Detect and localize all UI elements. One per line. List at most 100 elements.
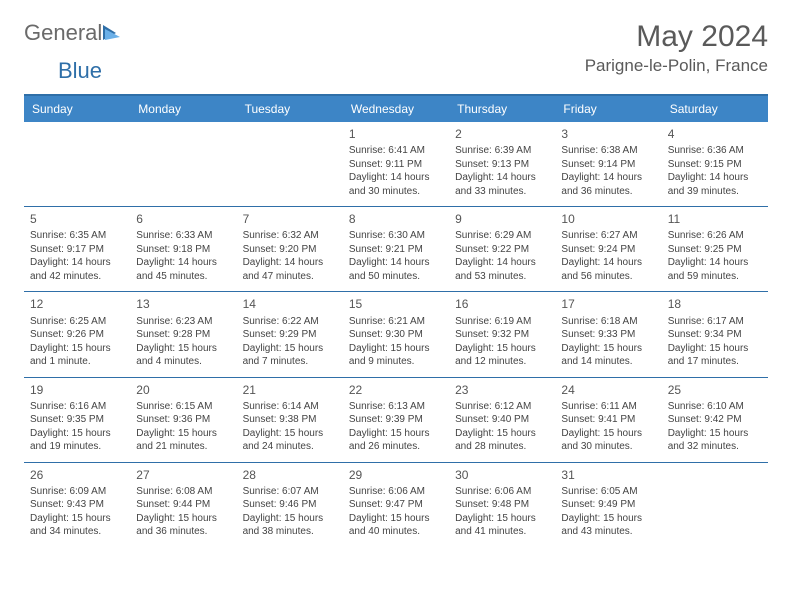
daylight-text: Daylight: 15 hours and 7 minutes. [243, 342, 337, 369]
day-number: 25 [668, 382, 762, 398]
calendar-cell: 30Sunrise: 6:06 AMSunset: 9:48 PMDayligh… [449, 462, 555, 547]
day-number: 8 [349, 211, 443, 227]
daylight-text: Daylight: 15 hours and 9 minutes. [349, 342, 443, 369]
calendar-cell: 10Sunrise: 6:27 AMSunset: 9:24 PMDayligh… [555, 207, 661, 292]
day-number: 24 [561, 382, 655, 398]
daylight-text: Daylight: 14 hours and 56 minutes. [561, 256, 655, 283]
sunset-text: Sunset: 9:38 PM [243, 413, 337, 427]
calendar-cell: 23 Sunrise: 6:12 AMSunset: 9:40 PMDayligh… [449, 377, 555, 462]
sunset-text: Sunset: 9:34 PM [668, 328, 762, 342]
calendar-week-row: 26Sunrise: 6:09 AMSunset: 9:43 PMDayligh… [24, 462, 768, 547]
day-number: 17 [561, 296, 655, 312]
calendar-cell: 15Sunrise: 6:21 AMSunset: 9:30 PMDayligh… [343, 292, 449, 377]
daylight-text: Daylight: 15 hours and 32 minutes. [668, 427, 762, 454]
sunrise-text: Sunrise: 6:27 AM [561, 229, 655, 243]
calendar-cell: 12Sunrise: 6:25 AMSunset: 9:26 PMDayligh… [24, 292, 130, 377]
calendar-cell: 26Sunrise: 6:09 AMSunset: 9:43 PMDayligh… [24, 462, 130, 547]
calendar-cell [130, 122, 236, 207]
sunrise-text: Sunrise: 6:17 AM [668, 315, 762, 329]
daylight-text: Daylight: 15 hours and 30 minutes. [561, 427, 655, 454]
sunrise-text: Sunrise: 6:14 AM [243, 400, 337, 414]
daylight-text: Daylight: 14 hours and 53 minutes. [455, 256, 549, 283]
weekday-header: Saturday [662, 95, 768, 122]
title-block: May 2024 Parigne-le-Polin, France [585, 20, 768, 76]
daylight-text: Daylight: 14 hours and 47 minutes. [243, 256, 337, 283]
daylight-text: Daylight: 14 hours and 42 minutes. [30, 256, 124, 283]
sunset-text: Sunset: 9:43 PM [30, 498, 124, 512]
sunrise-text: Sunrise: 6:05 AM [561, 485, 655, 499]
weekday-header-row: SundayMondayTuesdayWednesdayThursdayFrid… [24, 95, 768, 122]
sunrise-text: Sunrise: 6:16 AM [30, 400, 124, 414]
day-number: 26 [30, 467, 124, 483]
day-number: 23 [455, 382, 549, 398]
day-number: 12 [30, 296, 124, 312]
daylight-text: Daylight: 15 hours and 38 minutes. [243, 512, 337, 539]
sunrise-text: Sunrise: 6:26 AM [668, 229, 762, 243]
calendar-cell: 6Sunrise: 6:33 AMSunset: 9:18 PMDaylight… [130, 207, 236, 292]
sunrise-text: Sunrise: 6:07 AM [243, 485, 337, 499]
sunrise-text: Sunrise: 6:21 AM [349, 315, 443, 329]
day-number: 30 [455, 467, 549, 483]
sunset-text: Sunset: 9:24 PM [561, 243, 655, 257]
calendar-table: SundayMondayTuesdayWednesdayThursdayFrid… [24, 94, 768, 547]
sunrise-text: Sunrise: 6:23 AM [136, 315, 230, 329]
sunrise-text: Sunrise: 6:13 AM [349, 400, 443, 414]
calendar-cell: 4Sunrise: 6:36 AMSunset: 9:15 PMDaylight… [662, 122, 768, 207]
sunrise-text: Sunrise: 6:12 AM [455, 400, 549, 414]
day-number: 16 [455, 296, 549, 312]
calendar-cell: 9Sunrise: 6:29 AMSunset: 9:22 PMDaylight… [449, 207, 555, 292]
day-number: 18 [668, 296, 762, 312]
weekday-header: Thursday [449, 95, 555, 122]
calendar-cell: 1Sunrise: 6:41 AMSunset: 9:11 PMDaylight… [343, 122, 449, 207]
sunrise-text: Sunrise: 6:06 AM [455, 485, 549, 499]
calendar-cell: 29Sunrise: 6:06 AMSunset: 9:47 PMDayligh… [343, 462, 449, 547]
daylight-text: Daylight: 15 hours and 26 minutes. [349, 427, 443, 454]
sunset-text: Sunset: 9:20 PM [243, 243, 337, 257]
calendar-cell: 21Sunrise: 6:14 AMSunset: 9:38 PMDayligh… [237, 377, 343, 462]
sunrise-text: Sunrise: 6:39 AM [455, 144, 549, 158]
calendar-cell: 19Sunrise: 6:16 AMSunset: 9:35 PMDayligh… [24, 377, 130, 462]
sunrise-text: Sunrise: 6:38 AM [561, 144, 655, 158]
flag-icon [102, 23, 124, 43]
daylight-text: Daylight: 14 hours and 36 minutes. [561, 171, 655, 198]
sunrise-text: Sunrise: 6:06 AM [349, 485, 443, 499]
daylight-text: Daylight: 15 hours and 41 minutes. [455, 512, 549, 539]
daylight-text: Daylight: 15 hours and 21 minutes. [136, 427, 230, 454]
sunset-text: Sunset: 9:36 PM [136, 413, 230, 427]
calendar-cell: 25Sunrise: 6:10 AMSunset: 9:42 PMDayligh… [662, 377, 768, 462]
calendar-cell: 2 Sunrise: 6:39 AMSunset: 9:13 PMDaylight… [449, 122, 555, 207]
daylight-text: Daylight: 15 hours and 28 minutes. [455, 427, 549, 454]
calendar-cell: 16Sunrise: 6:19 AMSunset: 9:32 PMDayligh… [449, 292, 555, 377]
sunset-text: Sunset: 9:39 PM [349, 413, 443, 427]
sunrise-text: Sunrise: 6:22 AM [243, 315, 337, 329]
day-number: 2 [455, 126, 549, 142]
sunset-text: Sunset: 9:25 PM [668, 243, 762, 257]
day-number: 29 [349, 467, 443, 483]
calendar-cell: 14Sunrise: 6:22 AMSunset: 9:29 PMDayligh… [237, 292, 343, 377]
day-number: 28 [243, 467, 337, 483]
sunset-text: Sunset: 9:13 PM [455, 158, 549, 172]
sunrise-text: Sunrise: 6:30 AM [349, 229, 443, 243]
daylight-text: Daylight: 15 hours and 19 minutes. [30, 427, 124, 454]
daylight-text: Daylight: 14 hours and 33 minutes. [455, 171, 549, 198]
daylight-text: Daylight: 14 hours and 30 minutes. [349, 171, 443, 198]
sunset-text: Sunset: 9:35 PM [30, 413, 124, 427]
day-number: 1 [349, 126, 443, 142]
calendar-cell: 18 Sunrise: 6:17 AMSunset: 9:34 PMDayligh… [662, 292, 768, 377]
day-number: 27 [136, 467, 230, 483]
sunset-text: Sunset: 9:14 PM [561, 158, 655, 172]
day-number: 14 [243, 296, 337, 312]
sunset-text: Sunset: 9:42 PM [668, 413, 762, 427]
sunset-text: Sunset: 9:40 PM [455, 413, 549, 427]
day-number: 15 [349, 296, 443, 312]
weekday-header: Friday [555, 95, 661, 122]
sunset-text: Sunset: 9:22 PM [455, 243, 549, 257]
daylight-text: Daylight: 15 hours and 17 minutes. [668, 342, 762, 369]
calendar-cell: 3Sunrise: 6:38 AMSunset: 9:14 PMDaylight… [555, 122, 661, 207]
calendar-week-row: 5Sunrise: 6:35 AMSunset: 9:17 PMDaylight… [24, 207, 768, 292]
day-number: 31 [561, 467, 655, 483]
sunset-text: Sunset: 9:49 PM [561, 498, 655, 512]
daylight-text: Daylight: 15 hours and 12 minutes. [455, 342, 549, 369]
calendar-cell [662, 462, 768, 547]
daylight-text: Daylight: 14 hours and 45 minutes. [136, 256, 230, 283]
